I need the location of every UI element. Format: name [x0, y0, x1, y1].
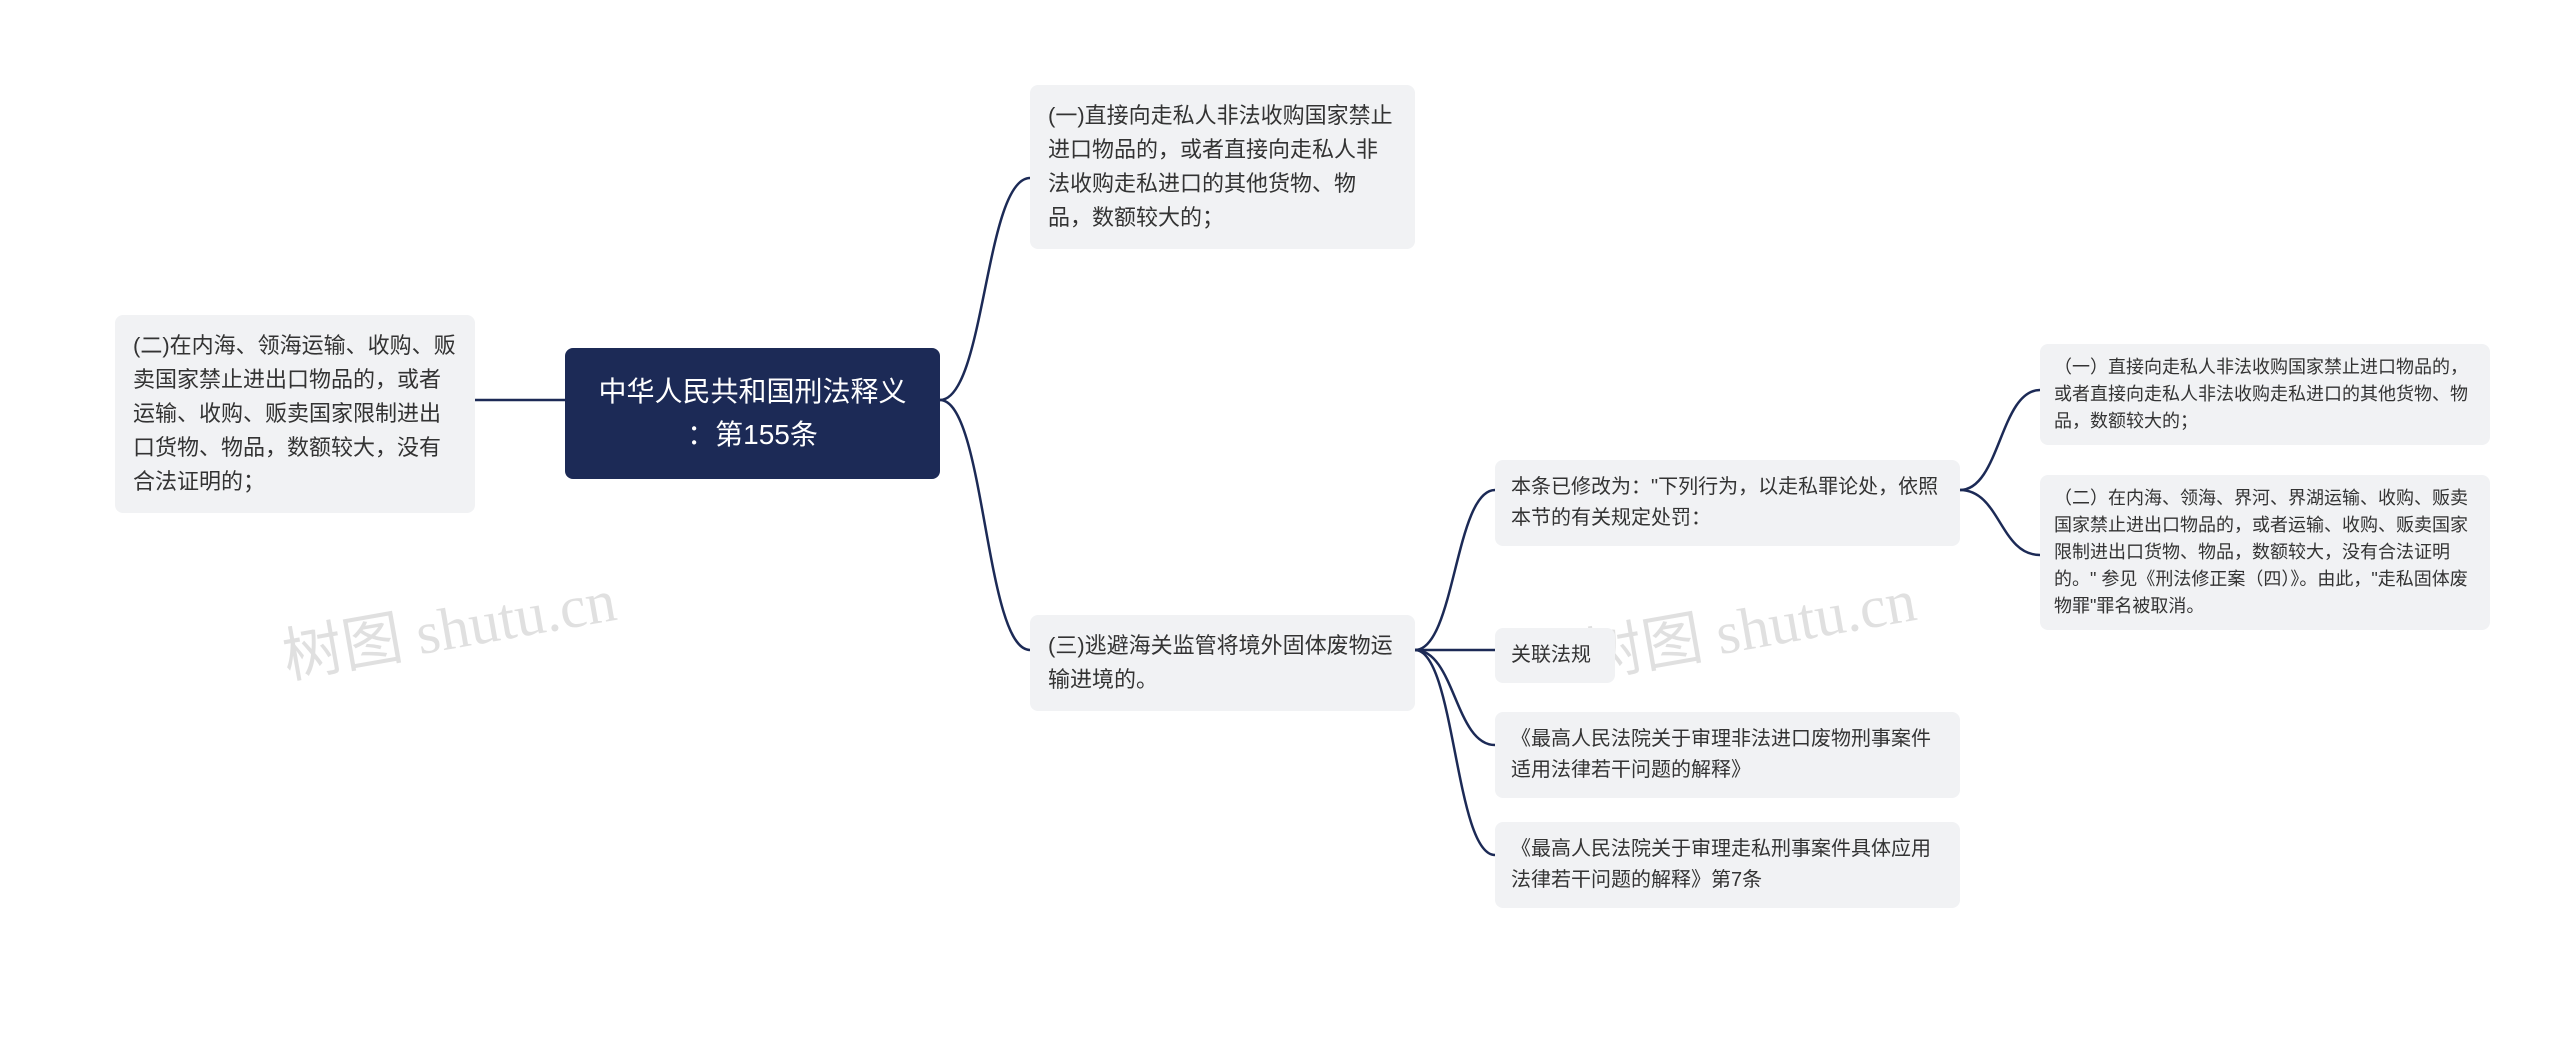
right-item-1: (一)直接向走私人非法收购国家禁止进口物品的，或者直接向走私人非法收购走私进口的…	[1030, 85, 1415, 249]
item3-child-1: 本条已修改为："下列行为，以走私罪论处，依照本节的有关规定处罚：	[1495, 460, 1960, 546]
item3-child-3: 《最高人民法院关于审理非法进口废物刑事案件适用法律若干问题的解释》	[1495, 712, 1960, 798]
right-item-3: (三)逃避海关监管将境外固体废物运输进境的。	[1030, 615, 1415, 711]
watermark-2: 树图 shutu.cn	[1575, 551, 1922, 695]
root-line2: ：第155条	[591, 413, 914, 456]
item3-child-4: 《最高人民法院关于审理走私刑事案件具体应用法律若干问题的解释》第7条	[1495, 822, 1960, 908]
left-item-2: (二)在内海、领海运输、收购、贩卖国家禁止进出口物品的，或者运输、收购、贩卖国家…	[115, 315, 475, 513]
c1-child-2: （二）在内海、领海、界河、界湖运输、收购、贩卖国家禁止进出口物品的，或者运输、收…	[2040, 475, 2490, 630]
c1-child-1: （一）直接向走私人非法收购国家禁止进口物品的，或者直接向走私人非法收购走私进口的…	[2040, 344, 2490, 445]
watermark-1: 树图 shutu.cn	[275, 551, 622, 695]
root-node: 中华人民共和国刑法释义 ：第155条	[565, 348, 940, 479]
root-line1: 中华人民共和国刑法释义	[591, 370, 914, 413]
item3-child-2: 关联法规	[1495, 628, 1615, 683]
